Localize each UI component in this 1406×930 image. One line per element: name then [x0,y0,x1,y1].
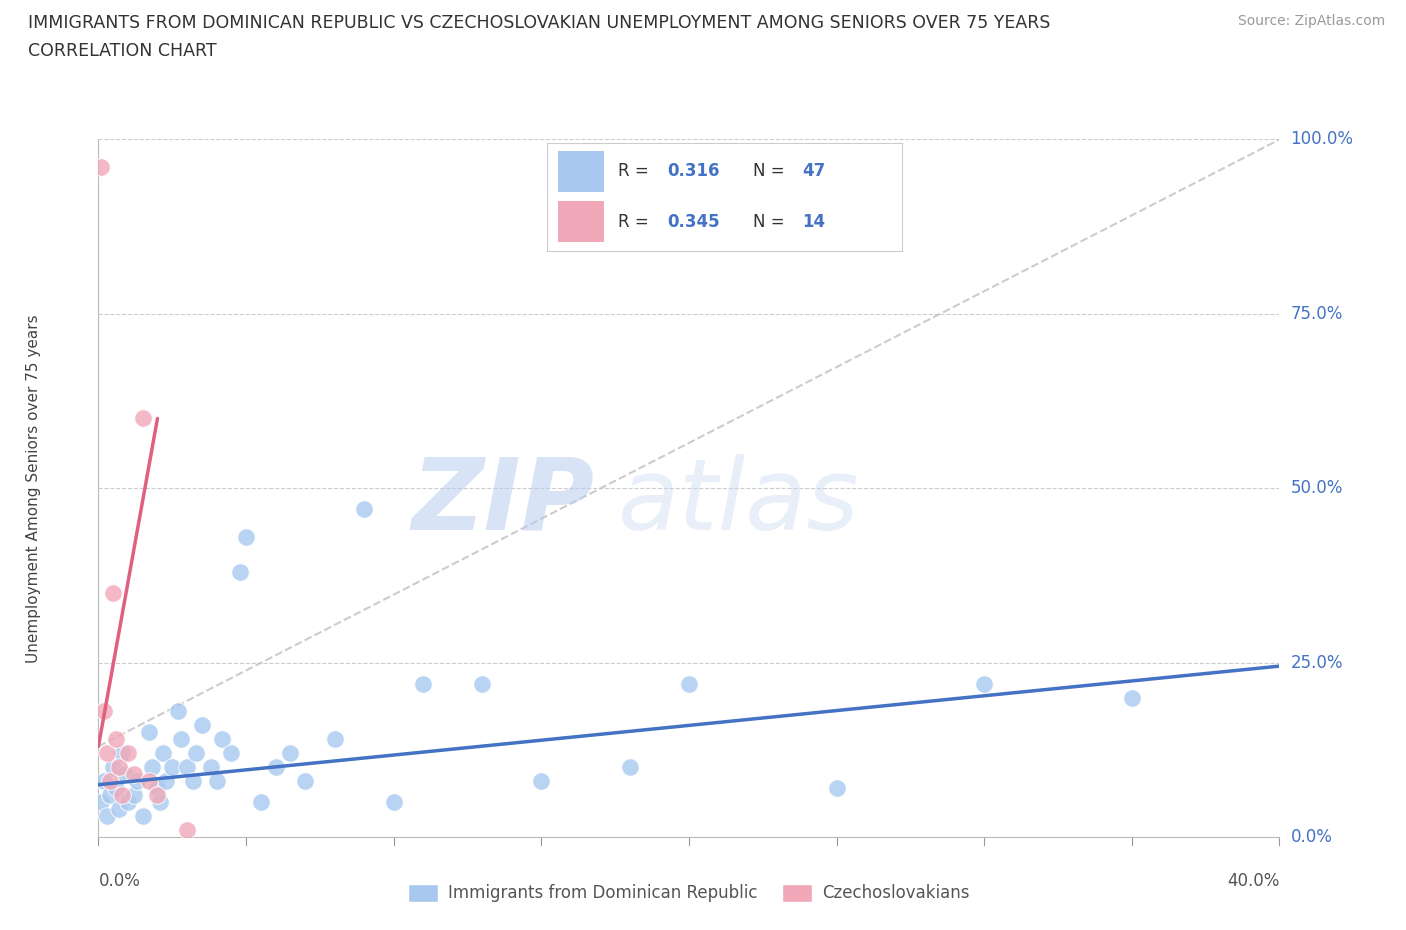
Text: 75.0%: 75.0% [1291,305,1343,323]
Point [235,530,257,545]
Point [219,746,242,761]
Point [132,809,155,824]
Point [108,760,131,775]
Point [122,766,145,781]
Point [141,760,163,775]
Text: 50.0%: 50.0% [1291,479,1343,498]
Point [114,766,136,781]
Point [167,704,190,719]
Point [98,788,121,803]
Point [181,774,204,789]
Point [132,411,155,426]
Point [111,746,134,761]
Text: IMMIGRANTS FROM DOMINICAN REPUBLIC VS CZECHOSLOVAKIAN UNEMPLOYMENT AMONG SENIORS: IMMIGRANTS FROM DOMINICAN REPUBLIC VS CZ… [28,14,1050,32]
Point [176,823,198,837]
Point [90,160,112,175]
Point [229,565,252,579]
Point [176,760,198,775]
Point [382,794,405,809]
Point [294,774,316,789]
Point [146,788,169,803]
Point [103,586,125,601]
Point [122,788,145,803]
Text: Unemployment Among Seniors over 75 years: Unemployment Among Seniors over 75 years [25,314,41,662]
Point [323,732,346,747]
Point [105,732,128,747]
Point [138,774,160,789]
Text: 25.0%: 25.0% [1291,654,1343,671]
Text: 100.0%: 100.0% [1291,130,1354,149]
Point [96,746,118,761]
Point [93,704,115,719]
Point [146,781,169,796]
Point [678,676,700,691]
Point [353,502,375,517]
Point [138,725,160,740]
Text: 40.0%: 40.0% [1227,872,1279,890]
Point [530,774,553,789]
Point [278,746,302,761]
Point [96,809,118,824]
Point [1121,690,1143,705]
Point [471,676,494,691]
Point [108,802,131,817]
Point [170,732,193,747]
Point [825,781,848,796]
Point [125,774,148,789]
Point [412,676,434,691]
Point [90,794,112,809]
Point [149,794,172,809]
Text: Source: ZipAtlas.com: Source: ZipAtlas.com [1237,14,1385,28]
Text: 0.0%: 0.0% [1291,828,1333,846]
Point [162,760,183,775]
Point [117,746,139,761]
Point [117,794,139,809]
Legend: Immigrants from Dominican Republic, Czechoslovakians: Immigrants from Dominican Republic, Czec… [401,877,977,909]
Point [93,774,115,789]
Text: CORRELATION CHART: CORRELATION CHART [28,42,217,60]
Point [250,794,273,809]
Point [184,746,207,761]
Point [152,746,174,761]
Point [103,760,125,775]
Point [200,760,222,775]
Point [111,788,134,803]
Text: atlas: atlas [619,454,859,551]
Point [264,760,287,775]
Point [105,781,128,796]
Point [98,774,121,789]
Text: ZIP: ZIP [412,454,595,551]
Point [973,676,995,691]
Point [619,760,641,775]
Point [205,774,228,789]
Point [155,774,177,789]
Point [211,732,233,747]
Text: 0.0%: 0.0% [98,872,141,890]
Point [191,718,214,733]
